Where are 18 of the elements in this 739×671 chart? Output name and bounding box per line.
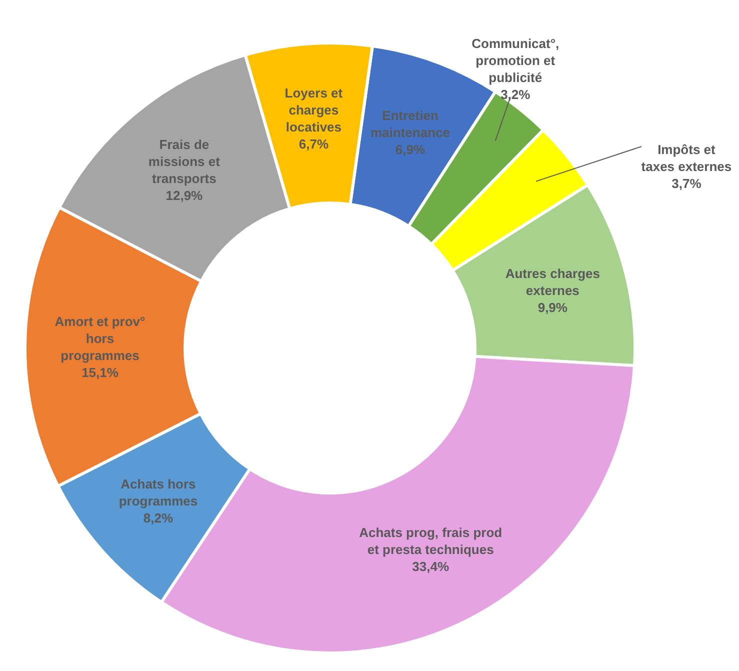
data-label: 6,9% — [395, 142, 426, 158]
data-label: 8,2% — [143, 510, 174, 526]
slice-label: Achats hors programmes — [118, 476, 198, 508]
slice-label: Loyers et charges locatives — [284, 86, 344, 135]
slice-label: Achats prog, frais prod et presta techniques — [359, 524, 502, 557]
slice-label: Communicat°, promotion et publicité — [472, 36, 560, 86]
slice-label: Frais de missions et transports — [148, 137, 221, 186]
slice-label: Impôts et taxes externes — [641, 142, 732, 174]
data-label: 6,7% — [298, 136, 329, 152]
data-label: 15,1% — [82, 365, 119, 380]
slice-label: Amort et prov° hors programmes — [54, 314, 146, 364]
slice-label: Entretien maintenance — [370, 108, 450, 140]
data-label: 9,9% — [538, 300, 568, 315]
data-label: 33,4% — [412, 558, 450, 574]
data-label: 12,9% — [166, 188, 204, 204]
data-label: 3,7% — [672, 176, 702, 192]
data-label: 3,2% — [500, 87, 531, 102]
slice-label: Autres charges externes — [505, 266, 600, 298]
